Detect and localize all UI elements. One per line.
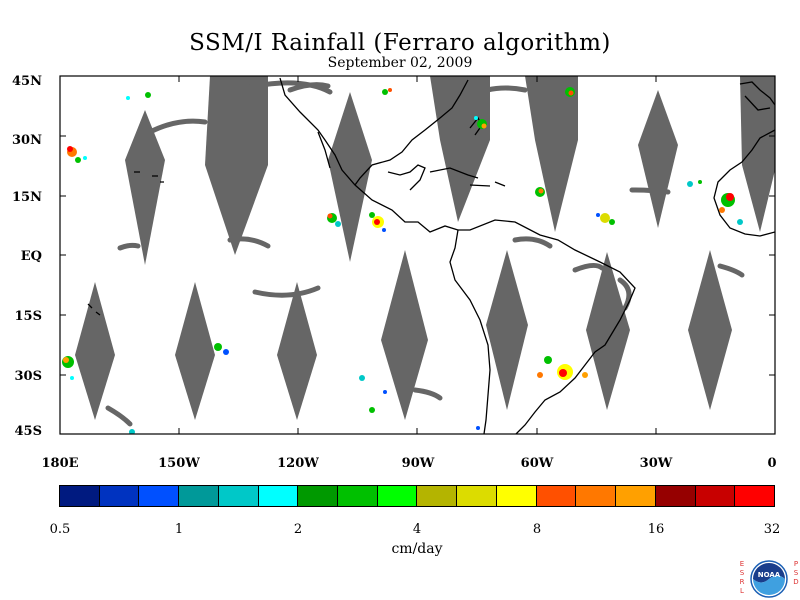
- map-title: SSM/I Rainfall (Ferraro algorithm): [189, 30, 611, 56]
- colorbar-swatch: [576, 486, 617, 506]
- noaa-emblem-icon: NOAA: [750, 560, 788, 598]
- rain-cell: [67, 146, 87, 163]
- swath-gap: [381, 250, 428, 420]
- swath-gap: [75, 282, 115, 420]
- rain-cell: [596, 213, 615, 225]
- lat-label: 15N: [12, 190, 42, 205]
- swath-gap: [740, 76, 775, 232]
- colorbar-swatch: [338, 486, 378, 506]
- colorbar-tick-label: 2: [293, 522, 303, 537]
- rain-cell: [535, 187, 545, 197]
- lon-label: 90W: [401, 456, 435, 471]
- lon-label: 60W: [520, 456, 554, 471]
- swath-gap: [430, 76, 490, 222]
- colorbar-swatch: [695, 486, 736, 506]
- swath-gap: [205, 76, 268, 255]
- swath-edge-arcs: [105, 80, 745, 427]
- rain-cell: [359, 375, 387, 413]
- lon-label: 150W: [158, 456, 200, 471]
- rain-cell: [129, 426, 480, 434]
- swath-gap: [486, 250, 528, 410]
- rain-cell: [126, 92, 151, 100]
- rainfall-patches: [62, 87, 743, 434]
- colorbar-swatch: [179, 486, 219, 506]
- pacific-islands: [87, 303, 101, 316]
- axis-ticks: [60, 75, 775, 435]
- rain-cell: [719, 193, 743, 225]
- swath-gap: [175, 282, 215, 420]
- colorbar-swatch: [655, 486, 696, 506]
- no-data-swaths: [75, 76, 775, 420]
- hawaii: [134, 171, 164, 183]
- swath-gap: [277, 282, 317, 420]
- colorbar-tick-label: 32: [763, 522, 781, 537]
- swath-gap: [688, 250, 732, 410]
- lon-label: 120W: [277, 456, 319, 471]
- lon-label: 0: [767, 456, 777, 471]
- colorbar-tick-label: 0.5: [49, 522, 71, 537]
- rain-cell: [565, 87, 575, 97]
- colorbar-units: cm/day: [391, 541, 443, 557]
- logo-center-text: NOAA: [758, 571, 781, 579]
- lat-label: 45N: [12, 74, 42, 89]
- colorbar: [59, 485, 775, 507]
- colorbar-swatch: [139, 486, 180, 506]
- colorbar-swatch: [536, 486, 577, 506]
- iberia-coast: [739, 81, 775, 106]
- colorbar-swatch: [496, 486, 537, 506]
- swath-gap: [125, 110, 165, 265]
- colorbar-swatch: [457, 486, 497, 506]
- lat-label: EQ: [20, 249, 42, 264]
- south-america-east-coast: [458, 219, 636, 434]
- caribbean-islands: [429, 167, 506, 187]
- map-date: September 02, 2009: [327, 55, 473, 71]
- west-africa-coast: [713, 129, 775, 237]
- lon-label: 180E: [41, 456, 79, 471]
- colorbar-tick-label: 8: [532, 522, 542, 537]
- rain-cell: [687, 180, 702, 187]
- colorbar-swatch: [99, 486, 140, 506]
- baja-california: [317, 131, 331, 169]
- colorbar-swatch: [298, 486, 339, 506]
- lat-label: 15S: [14, 309, 42, 324]
- colorbar-tick-label: 16: [647, 522, 665, 537]
- rain-cell: [62, 356, 74, 380]
- rain-cell: [537, 356, 588, 380]
- south-america-west-coast: [449, 229, 491, 434]
- rain-cell: [474, 116, 487, 129]
- colorbar-swatch: [258, 486, 299, 506]
- mediterranean-coast: [744, 95, 771, 111]
- rain-cell: [214, 343, 229, 355]
- colorbar-swatch: [735, 486, 774, 506]
- rain-cell: [327, 213, 341, 227]
- colorbar-swatch: [377, 486, 418, 506]
- swath-gap: [525, 76, 578, 232]
- swath-gap: [586, 252, 630, 410]
- gulf-coast: [354, 79, 469, 186]
- colorbar-tick-label: 4: [412, 522, 422, 537]
- swath-gap: [638, 90, 678, 228]
- colorbar-tick-label: 1: [174, 522, 184, 537]
- lat-label: 30S: [14, 369, 42, 384]
- lon-label: 30W: [639, 456, 673, 471]
- lat-label: 30N: [12, 133, 42, 148]
- colorbar-swatch: [616, 486, 656, 506]
- colorbar-swatch: [417, 486, 458, 506]
- coastlines: [87, 77, 775, 434]
- rain-cell: [382, 88, 392, 95]
- swath-gap: [328, 92, 372, 262]
- lat-label: 45S: [14, 424, 42, 439]
- colorbar-swatch: [60, 486, 100, 506]
- rain-cell: [369, 212, 386, 232]
- yucatan: [387, 164, 426, 191]
- colorbar-swatch: [218, 486, 259, 506]
